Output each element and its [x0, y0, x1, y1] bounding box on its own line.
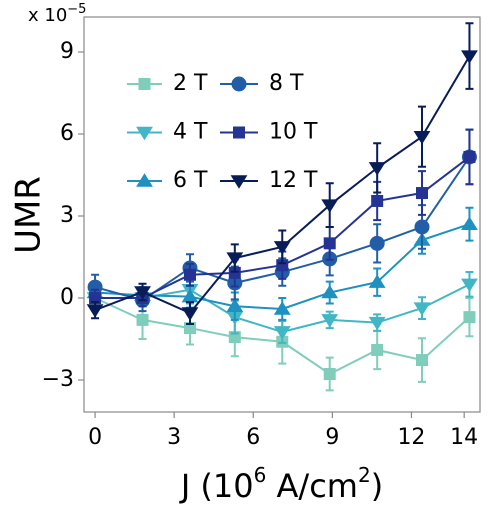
x-label-part: ): [371, 467, 383, 505]
marker: [413, 302, 431, 316]
y-tick-label: 0: [60, 285, 74, 310]
marker: [415, 187, 428, 200]
marker: [413, 130, 431, 145]
plot-frame: [83, 16, 481, 413]
y-tick-label: 9: [60, 39, 74, 64]
marker: [273, 241, 291, 255]
legend-label: 4 T: [173, 120, 208, 145]
marker: [86, 304, 104, 318]
marker: [368, 274, 386, 288]
legend-label: 2 T: [173, 71, 208, 96]
marker: [183, 268, 196, 281]
marker: [323, 237, 336, 250]
multiplier-exponent: −5: [67, 2, 86, 17]
marker: [323, 368, 336, 381]
x-label-sup: 6: [254, 463, 267, 487]
x-tick-label: 3: [167, 425, 181, 450]
marker: [371, 343, 384, 356]
y-tick-label: 3: [60, 203, 74, 228]
marker: [371, 194, 384, 207]
marker: [461, 216, 478, 230]
marker: [273, 326, 291, 340]
x-label-part: J (10: [179, 467, 254, 505]
y-tick-label: −3: [42, 367, 74, 392]
x-tick-label: 0: [88, 425, 102, 450]
marker: [414, 219, 430, 235]
marker: [136, 313, 149, 326]
legend-label: 6 T: [173, 168, 208, 193]
y-axis-label: UMR: [9, 176, 49, 254]
legend-marker: [136, 173, 153, 187]
marker: [463, 150, 476, 163]
marker: [273, 301, 291, 315]
x-tick-label: 9: [325, 425, 339, 450]
marker: [461, 50, 478, 64]
legend-label: 10 T: [269, 120, 318, 145]
marker: [368, 316, 386, 331]
marker: [461, 278, 478, 293]
legend-label: 8 T: [269, 71, 304, 96]
x-axis-label: J (106 A/cm2): [179, 463, 383, 506]
marker: [321, 284, 339, 299]
legend-label: 12 T: [269, 168, 318, 193]
x-tick-label: 14: [450, 425, 478, 450]
marker: [181, 307, 199, 321]
legend-marker: [233, 126, 245, 139]
legend-marker: [138, 78, 151, 90]
legend-marker: [136, 126, 153, 141]
x-label-sup: 2: [358, 463, 371, 487]
marker: [369, 235, 385, 251]
legend-marker: [230, 175, 248, 189]
multiplier-base: x 10: [28, 5, 67, 26]
marker: [134, 286, 151, 300]
marker: [226, 252, 244, 266]
x-tick-label: 12: [397, 425, 425, 450]
marker: [321, 314, 339, 328]
marker: [226, 298, 244, 312]
marker: [415, 354, 428, 367]
marker: [321, 199, 339, 213]
legend-marker: [231, 76, 247, 92]
y-tick-label: 6: [60, 121, 74, 146]
marker: [368, 162, 386, 176]
marker: [463, 311, 476, 324]
x-tick-label: 6: [246, 425, 260, 450]
x-label-part: A/cm: [266, 467, 358, 505]
y-multiplier: x 10−5: [28, 2, 86, 27]
